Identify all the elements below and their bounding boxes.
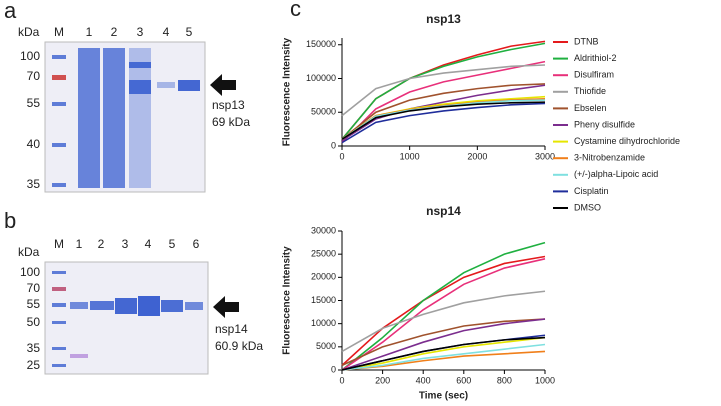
lane-label: M <box>54 237 64 251</box>
x-tick-label: 3000 <box>535 151 555 161</box>
lane-label: 3 <box>122 237 129 251</box>
lane-label: 3 <box>137 25 144 39</box>
unit-label: kDa <box>18 25 40 39</box>
arrow <box>210 74 236 96</box>
y-axis-label: Fluorescence Intensity <box>282 246 293 355</box>
y-tick-label: 20000 <box>311 272 336 282</box>
protein-label: nsp13 <box>212 98 245 112</box>
series-line <box>341 336 546 371</box>
legend-label: 3-Nitrobenzamide <box>574 153 645 163</box>
x-tick-label: 400 <box>416 375 431 385</box>
legend-label: Thiofide <box>574 86 606 96</box>
y-tick-label: 5000 <box>316 341 336 351</box>
marker-label: 70 <box>27 69 41 83</box>
panel-letter: a <box>4 0 17 23</box>
x-tick-label: 600 <box>456 375 471 385</box>
series-line <box>341 290 546 353</box>
legend-label: Aldrithiol-2 <box>574 53 617 63</box>
marker-label: 100 <box>20 265 40 279</box>
y-tick-label: 15000 <box>311 295 336 305</box>
series-line <box>341 318 546 367</box>
legend-label: Ebselen <box>574 103 607 113</box>
y-axis-label: Fluorescence Intensity <box>282 37 293 146</box>
marker-label: 70 <box>27 281 41 295</box>
x-tick-label: 200 <box>375 375 390 385</box>
lane-label: 4 <box>145 237 152 251</box>
y-tick-label: 25000 <box>311 249 336 259</box>
y-tick-label: 100000 <box>306 73 336 83</box>
lane-label: 4 <box>163 25 170 39</box>
gel <box>44 261 209 375</box>
series-line <box>341 102 546 144</box>
x-tick-label: 0 <box>339 375 344 385</box>
chart-title: nsp13 <box>426 12 461 26</box>
legend-label: Cisplatin <box>574 186 609 196</box>
series-line <box>341 258 546 371</box>
marker-label: 55 <box>27 96 41 110</box>
lane-label: M <box>54 25 64 39</box>
x-tick-label: 2000 <box>467 151 487 161</box>
series-line <box>341 83 546 140</box>
x-axis-label: Time (sec) <box>419 391 468 402</box>
size-label: 60.9 kDa <box>215 339 263 353</box>
lane-label: 1 <box>76 237 83 251</box>
series-line <box>341 60 546 144</box>
arrow <box>213 296 239 318</box>
lane-label: 6 <box>193 237 200 251</box>
marker-label: 50 <box>27 315 41 329</box>
y-tick-label: 0 <box>331 364 336 374</box>
x-tick-label: 800 <box>497 375 512 385</box>
series-line <box>341 318 546 371</box>
legend-label: DMSO <box>574 202 601 212</box>
x-tick-label: 1000 <box>535 375 555 385</box>
marker-label: 35 <box>27 341 41 355</box>
legend-label: (+/-)alpha-Lipoic acid <box>574 169 658 179</box>
legend-label: Cystamine dihydrochloride <box>574 136 680 146</box>
gel-bands <box>52 271 203 367</box>
series-line <box>341 241 546 371</box>
series-line <box>341 84 546 142</box>
lane-label: 2 <box>111 25 118 39</box>
gel-bands <box>52 48 200 188</box>
y-tick-label: 10000 <box>311 318 336 328</box>
series-line <box>341 255 546 366</box>
legend-label: Disulfiram <box>574 70 614 80</box>
y-tick-label: 150000 <box>306 39 336 49</box>
x-tick-label: 0 <box>339 151 344 161</box>
legend-label: DTNB <box>574 36 599 46</box>
series-line <box>341 343 546 371</box>
marker-label: 55 <box>27 297 41 311</box>
lane-label: 5 <box>169 237 176 251</box>
x-tick-label: 1000 <box>400 151 420 161</box>
y-tick-label: 50000 <box>311 107 336 117</box>
series-line <box>341 101 546 140</box>
protein-label: nsp14 <box>215 322 248 336</box>
marker-label: 25 <box>27 358 41 372</box>
panel-letter: c <box>290 0 301 21</box>
marker-label: 100 <box>20 49 40 63</box>
panel-letter: b <box>4 208 16 233</box>
chart-title: nsp14 <box>426 204 461 218</box>
lane-label: 1 <box>86 25 93 39</box>
size-label: 69 kDa <box>212 115 250 129</box>
lane-label: 5 <box>186 25 193 39</box>
y-tick-label: 0 <box>331 140 336 150</box>
marker-label: 35 <box>27 177 41 191</box>
marker-label: 40 <box>27 137 41 151</box>
legend-label: Pheny disulfide <box>574 119 635 129</box>
y-tick-label: 30000 <box>311 225 336 235</box>
lane-label: 2 <box>98 237 105 251</box>
series-line <box>341 42 546 140</box>
series-line <box>341 64 546 117</box>
unit-label: kDa <box>18 245 40 259</box>
series-line <box>341 336 546 371</box>
